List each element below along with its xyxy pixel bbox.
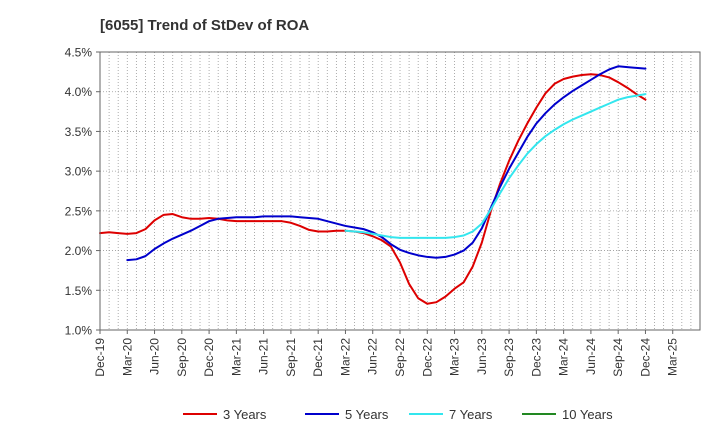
y-tick-label: 3.5% [65,125,93,139]
x-tick-label: Jun-24 [584,338,598,375]
grid-lines [100,52,700,330]
x-axis-ticks: Dec-19 Mar-20 Jun-20 Sep-20 Dec-20 Mar-21 Jun-… [93,330,680,377]
x-tick-label: Mar-25 [666,338,680,376]
x-tick-label: Mar-20 [120,338,134,376]
legend-label-10-years: 10 Years [562,407,613,422]
y-axis-ticks: 1.0% 1.5% 2.0% 2.5% 3.0% 3.5% 4.0% 4.5% [65,46,100,338]
x-tick-label: Dec-21 [311,338,325,377]
x-tick-label: Dec-24 [638,338,652,377]
x-tick-label: Dec-22 [420,338,434,377]
x-tick-label: Jun-21 [257,338,271,375]
x-tick-label: Mar-23 [448,338,462,376]
legend-label-7-years: 7 Years [449,407,493,422]
x-tick-label: Dec-19 [93,338,107,377]
x-tick-label: Mar-24 [557,338,571,376]
x-tick-label: Jun-22 [366,338,380,375]
series-lines [99,65,647,305]
chart-title: [6055] Trend of StDev of ROA [100,17,309,34]
x-tick-label: Sep-22 [393,338,407,377]
y-tick-label: 2.5% [65,204,93,218]
legend: 3 Years 5 Years 7 Years 10 Years [183,407,613,422]
x-tick-label: Jun-23 [475,338,489,375]
x-tick-label: Dec-23 [529,338,543,377]
y-tick-label: 4.5% [65,46,93,60]
y-tick-label: 1.5% [65,284,93,298]
y-tick-label: 4.0% [65,85,93,99]
y-tick-label: 2.0% [65,244,93,258]
x-tick-label: Sep-20 [175,338,189,377]
x-tick-label: Mar-22 [338,338,352,376]
x-tick-label: Sep-23 [502,338,516,377]
x-tick-label: Sep-24 [611,338,625,377]
y-tick-label: 1.0% [65,324,93,338]
legend-label-5-years: 5 Years [345,407,389,422]
x-tick-label: Dec-20 [202,338,216,377]
legend-label-3-years: 3 Years [223,407,267,422]
series-line-3-years [99,73,647,305]
series-line-7-years [344,93,647,239]
x-tick-label: Mar-21 [229,338,243,376]
x-tick-label: Sep-21 [284,338,298,377]
x-tick-label: Jun-20 [148,338,162,375]
series-line-5-years [126,65,647,262]
y-tick-label: 3.0% [65,165,93,179]
